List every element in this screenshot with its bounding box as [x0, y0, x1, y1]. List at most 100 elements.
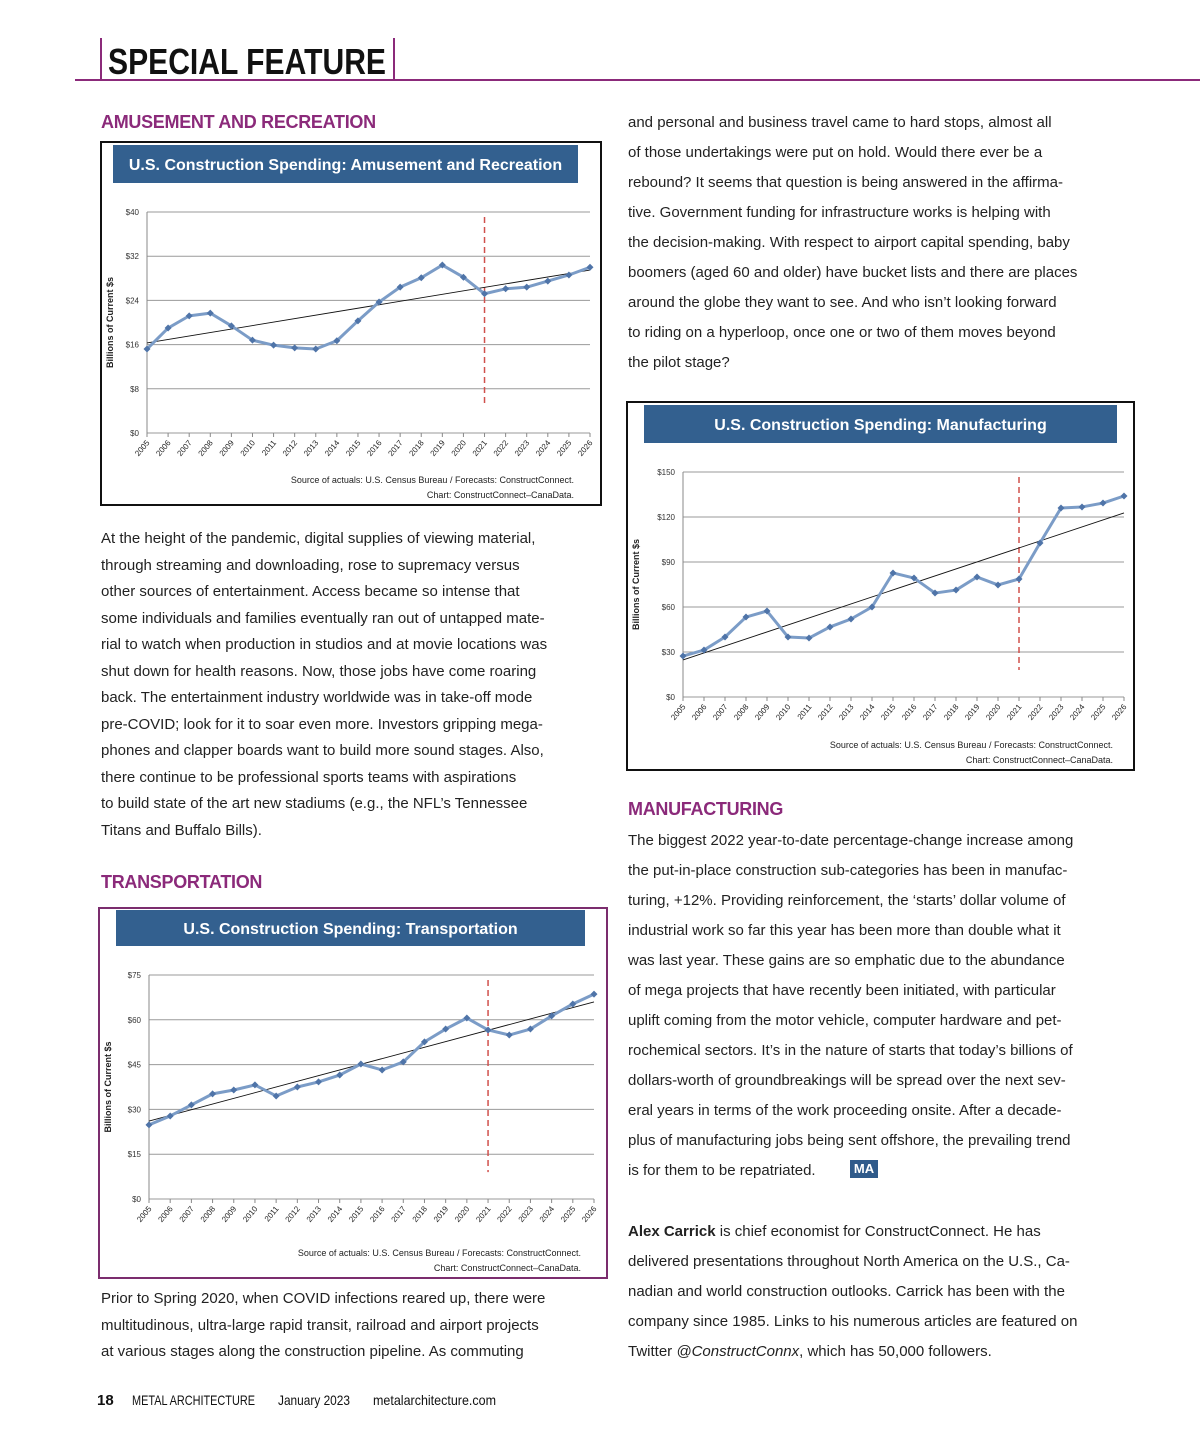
text-line: is for them to be repatriated.: [628, 1162, 816, 1179]
data-point: [847, 615, 855, 623]
y-axis-label: Billions of Current $s: [103, 1041, 113, 1132]
data-point: [565, 271, 573, 279]
y-tick-label: $40: [126, 208, 140, 217]
text-line: company since 1985. Links to his numerou…: [628, 1313, 1078, 1330]
data-point: [505, 1031, 513, 1039]
text-block: delivered presentations throughout North…: [628, 1247, 1077, 1337]
text-line: the decision-making. With respect to air…: [628, 234, 1070, 251]
data-point: [375, 298, 383, 306]
chart-source: Chart: ConstructConnect–CanaData.: [427, 490, 574, 500]
author-bio: Alex Carrick is chief economist for Cons…: [628, 1217, 1077, 1367]
y-tick-label: $15: [128, 1150, 142, 1159]
data-point: [742, 613, 750, 621]
data-point: [417, 274, 425, 282]
text-line: Titans and Buffalo Bills).: [101, 821, 262, 839]
text-line: the put-in-place construction sub-catego…: [628, 862, 1068, 879]
twitter-handle: @ConstructConnx: [676, 1343, 800, 1360]
y-tick-label: $45: [128, 1061, 142, 1070]
data-point: [484, 1026, 492, 1034]
data-point: [590, 990, 598, 998]
page-number: 18: [97, 1392, 114, 1409]
text-line: back. The entertainment industry worldwi…: [101, 689, 533, 706]
text-line: industrial work so far this year has bee…: [628, 922, 1061, 939]
text-line: rebound? It seems that question is being…: [628, 174, 1063, 191]
data-point: [459, 273, 467, 281]
text-line: through streaming and downloading, rose …: [101, 556, 520, 574]
text-line: uplift coming from the motor vehicle, co…: [628, 1012, 1062, 1029]
text-line: eral years in terms of the work proceedi…: [628, 1102, 1062, 1119]
title-banner: [644, 405, 1117, 443]
chart-frame: [100, 141, 602, 506]
y-tick-label: $0: [666, 693, 675, 702]
issue-date: January 2023: [278, 1392, 350, 1408]
data-point: [586, 263, 594, 271]
data-line: [148, 992, 595, 1127]
y-tick-label: $150: [657, 468, 675, 477]
text-line: pre-COVID; look for it to soar even more…: [101, 715, 543, 733]
data-point: [569, 1000, 577, 1008]
data-point: [910, 574, 918, 582]
data-point: [1057, 504, 1065, 512]
y-tick-label: $0: [132, 1195, 141, 1204]
author-name: Alex Carrick: [628, 1223, 716, 1240]
data-point: [315, 1078, 323, 1086]
y-tick-label: $60: [662, 603, 676, 612]
data-point: [227, 322, 235, 330]
data-point: [1078, 503, 1086, 511]
data-point: [185, 312, 193, 320]
data-point: [354, 317, 362, 325]
data-point: [396, 283, 404, 291]
data-point: [357, 1060, 365, 1068]
text-line: nadian and world construction outlooks. …: [628, 1283, 1065, 1300]
text-line: there continue to be professional sports…: [101, 768, 517, 786]
text-line: around the globe they want to see. And w…: [628, 294, 1057, 311]
text-line: Prior to Spring 2020, when COVID infecti…: [101, 1290, 546, 1307]
data-point: [523, 283, 531, 291]
data-point: [544, 277, 552, 285]
chart-source: Chart: ConstructConnect–CanaData.: [434, 1263, 581, 1273]
data-line: [145, 263, 591, 351]
y-tick-label: $90: [662, 558, 676, 567]
header-title: SPECIAL FEATURE: [108, 41, 386, 82]
trend-line: [682, 512, 1125, 661]
y-tick-label: $16: [126, 341, 140, 350]
data-point: [209, 1090, 217, 1098]
text-line: boomers (aged 60 and older) have bucket …: [628, 264, 1078, 281]
trend-line: [146, 269, 591, 344]
data-point: [826, 623, 834, 631]
text: Twitter: [628, 1343, 673, 1360]
y-tick-label: $24: [126, 296, 140, 305]
website: metalarchitecture.com: [373, 1392, 496, 1408]
data-point: [333, 337, 341, 345]
data-point: [481, 290, 489, 298]
data-point: [679, 652, 687, 660]
text-line: to build state of the art new stadiums (…: [101, 795, 528, 812]
text-line: multitudinous, ultra-large rapid transit…: [101, 1316, 539, 1334]
section-heading: TRANSPORTATION: [101, 872, 263, 892]
paragraph: Prior to Spring 2020, when COVID infecti…: [101, 1286, 545, 1366]
section-heading: AMUSEMENT AND RECREATION: [101, 112, 376, 132]
data-point: [889, 569, 897, 577]
y-axis-label: Billions of Current $s: [105, 277, 115, 368]
data-point: [187, 1101, 195, 1109]
data-point: [251, 1081, 259, 1089]
trend-line: [148, 1001, 595, 1122]
data-point: [931, 589, 939, 597]
data-point: [442, 1025, 450, 1033]
data-point: [700, 646, 708, 654]
paragraph: and personal and business travel came to…: [628, 108, 1077, 378]
paragraph: The biggest 2022 year-to-date percentage…: [628, 826, 1073, 1186]
data-point: [1099, 499, 1107, 507]
text-line: and personal and business travel came to…: [628, 114, 1052, 131]
magazine-logo: MA: [850, 1160, 878, 1178]
chart-source: Source of actuals: U.S. Census Bureau / …: [830, 740, 1113, 750]
data-point: [952, 586, 960, 594]
text-line: The biggest 2022 year-to-date percentage…: [628, 832, 1074, 849]
text-line: other sources of entertainment. Access b…: [101, 583, 520, 600]
text-line: delivered presentations throughout North…: [628, 1253, 1070, 1270]
data-point: [164, 324, 172, 332]
text-line: Alex Carrick is chief economist for Cons…: [628, 1217, 1077, 1247]
text-line: some individuals and families eventually…: [101, 609, 545, 627]
